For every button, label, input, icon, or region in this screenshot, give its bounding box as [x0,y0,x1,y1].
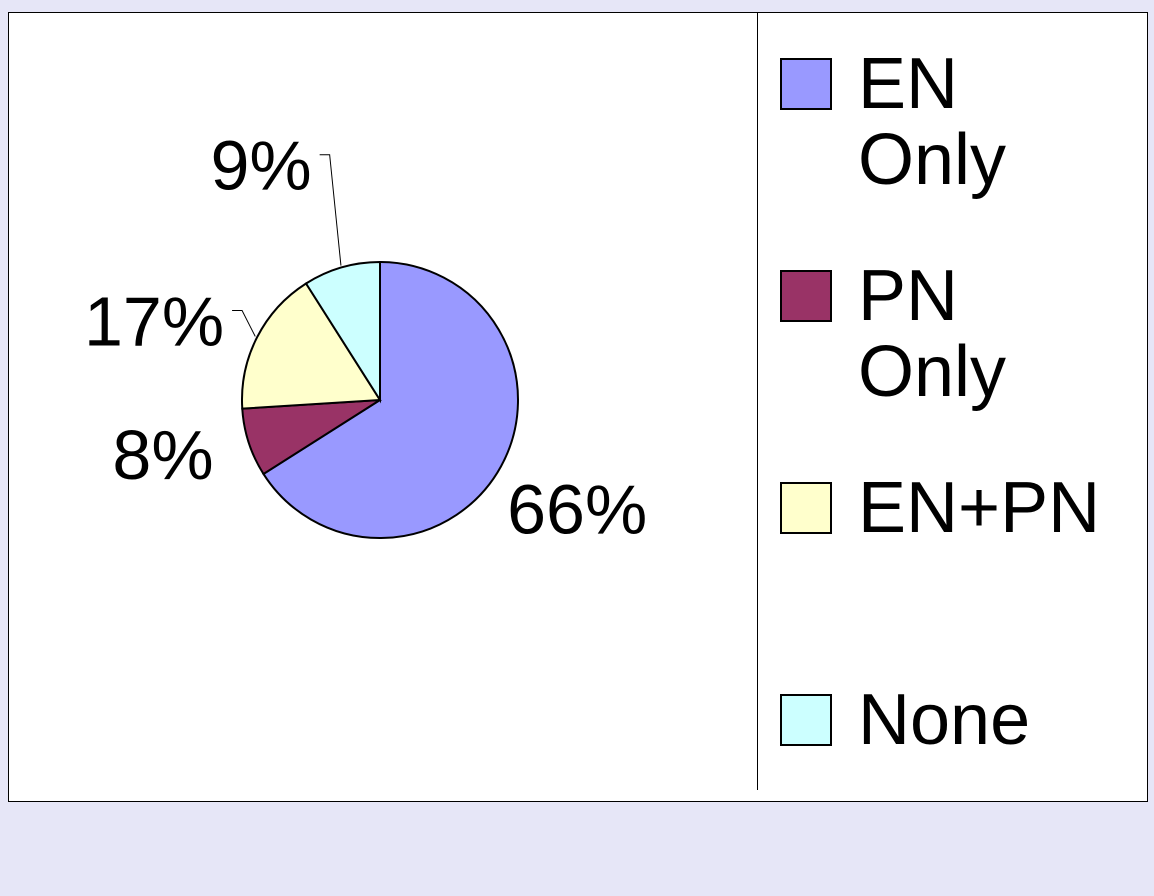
leader-line [232,310,256,337]
legend-swatch [780,694,832,746]
pie-slice [262,260,519,539]
data-label: 8% [112,416,213,494]
legend: EN Only PN Only EN+PN None [757,12,1148,790]
chart: 66% 8% 17% 9% [84,127,647,549]
legend-label: EN+PN [858,468,1101,548]
legend-label: None [858,680,1031,760]
legend-item: EN Only [758,44,1148,260]
pie-slice [304,260,381,404]
legend-label: PN Only [858,256,1007,412]
legend-swatch [780,270,832,322]
legend-label: EN Only [858,44,1007,200]
data-label: 17% [84,283,224,361]
legend-item: EN+PN [758,468,1148,684]
leader-line [319,154,342,266]
chart-frame [8,12,1148,802]
legend-item: None [758,680,1148,896]
data-label: 66% [507,470,647,548]
legend-swatch [780,482,832,534]
legend-item: PN Only [758,256,1148,472]
data-label: 9% [210,127,311,205]
legend-swatch [780,58,832,110]
pie-slice [241,282,382,410]
